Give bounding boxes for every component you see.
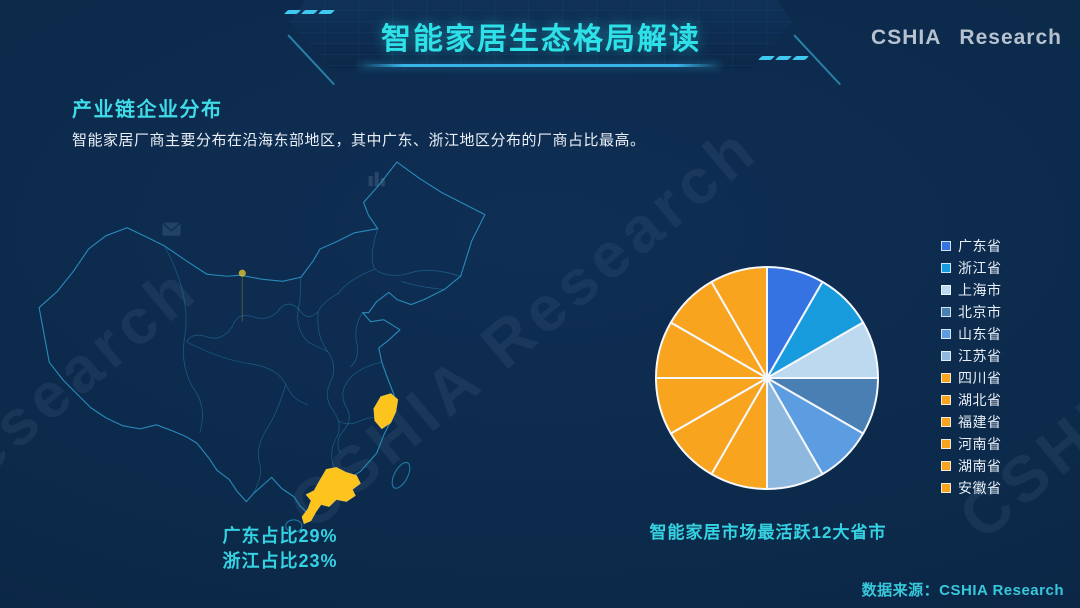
china-outline (38, 161, 486, 514)
province-borders (164, 228, 461, 494)
legend-item-上海市: 上海市 (941, 281, 1002, 298)
legend-swatch (941, 482, 951, 493)
hainan-outline (285, 519, 303, 533)
page-title: 智能家居生态格局解读 (381, 23, 701, 56)
legend-label: 河南省 (958, 435, 1002, 452)
pie-legend: 广东省浙江省上海市北京市山东省江苏省四川省湖北省福建省河南省湖南省安徽省 (941, 238, 1002, 502)
legend-swatch (941, 372, 951, 383)
taiwan-outline (391, 461, 411, 489)
china-map-svg (38, 161, 486, 533)
legend-swatch (941, 394, 951, 405)
bar-chart-icon (368, 172, 385, 187)
section-heading: 产业链企业分布 (72, 99, 223, 121)
pie-chart (649, 260, 885, 496)
legend-swatch (941, 262, 951, 273)
legend-item-北京市: 北京市 (941, 303, 1002, 320)
envelope-icon (162, 222, 182, 236)
legend-label: 福建省 (958, 413, 1002, 430)
legend-label: 湖北省 (958, 391, 1002, 408)
legend-swatch (941, 416, 951, 427)
map-marker-dot (238, 269, 246, 277)
pie-slice-安徽省 (710, 266, 768, 379)
legend-label: 广东省 (958, 237, 1002, 254)
legend-item-广东省: 广东省 (941, 237, 1002, 254)
map-caption: 广东占比29% 浙江占比23% (150, 524, 410, 574)
legend-label: 上海市 (958, 281, 1002, 298)
legend-label: 安徽省 (958, 479, 1002, 496)
circuit-hash-icon (758, 56, 809, 60)
legend-item-河南省: 河南省 (941, 435, 1002, 452)
legend-item-湖北省: 湖北省 (941, 391, 1002, 408)
data-source-label: 数据来源： (861, 582, 940, 599)
legend-swatch (941, 240, 951, 251)
legend-label: 四川省 (958, 369, 1002, 386)
legend-label: 江苏省 (958, 347, 1002, 364)
legend-item-湖南省: 湖南省 (941, 457, 1002, 474)
section-description: 智能家居厂商主要分布在沿海东部地区，其中广东、浙江地区分布的厂商占比最高。 (72, 132, 646, 149)
province-guangdong-highlight (301, 466, 361, 525)
legend-swatch (941, 438, 951, 449)
circuit-hash-icon (284, 10, 335, 14)
map-caption-zhejiang: 浙江占比23% (222, 551, 338, 571)
legend-label: 山东省 (958, 325, 1002, 342)
legend-item-福建省: 福建省 (941, 413, 1002, 430)
legend-swatch (941, 328, 951, 339)
pie-chart-svg (655, 266, 879, 490)
legend-swatch (941, 350, 951, 361)
legend-item-浙江省: 浙江省 (941, 259, 1002, 276)
province-zhejiang-highlight (373, 393, 399, 430)
brand-logo-text: CSHIA Research (871, 26, 1062, 49)
legend-label: 北京市 (958, 303, 1002, 320)
legend-item-安徽省: 安徽省 (941, 479, 1002, 496)
legend-swatch (941, 284, 951, 295)
legend-swatch (941, 306, 951, 317)
china-map (35, 160, 490, 534)
legend-label: 浙江省 (958, 259, 1002, 276)
legend-label: 湖南省 (958, 457, 1002, 474)
map-caption-guangdong: 广东占比29% (222, 526, 338, 546)
legend-swatch (941, 460, 951, 471)
legend-item-江苏省: 江苏省 (941, 347, 1002, 364)
data-source-value: CSHIA Research (939, 582, 1064, 599)
legend-item-四川省: 四川省 (941, 369, 1002, 386)
banner-underline-decoration (360, 64, 720, 67)
pie-caption: 智能家居市场最活跃12大省市 (649, 523, 887, 542)
legend-item-山东省: 山东省 (941, 325, 1002, 342)
title-banner: 智能家居生态格局解读 (290, 0, 792, 70)
data-source: 数据来源：CSHIA Research (862, 579, 1064, 600)
